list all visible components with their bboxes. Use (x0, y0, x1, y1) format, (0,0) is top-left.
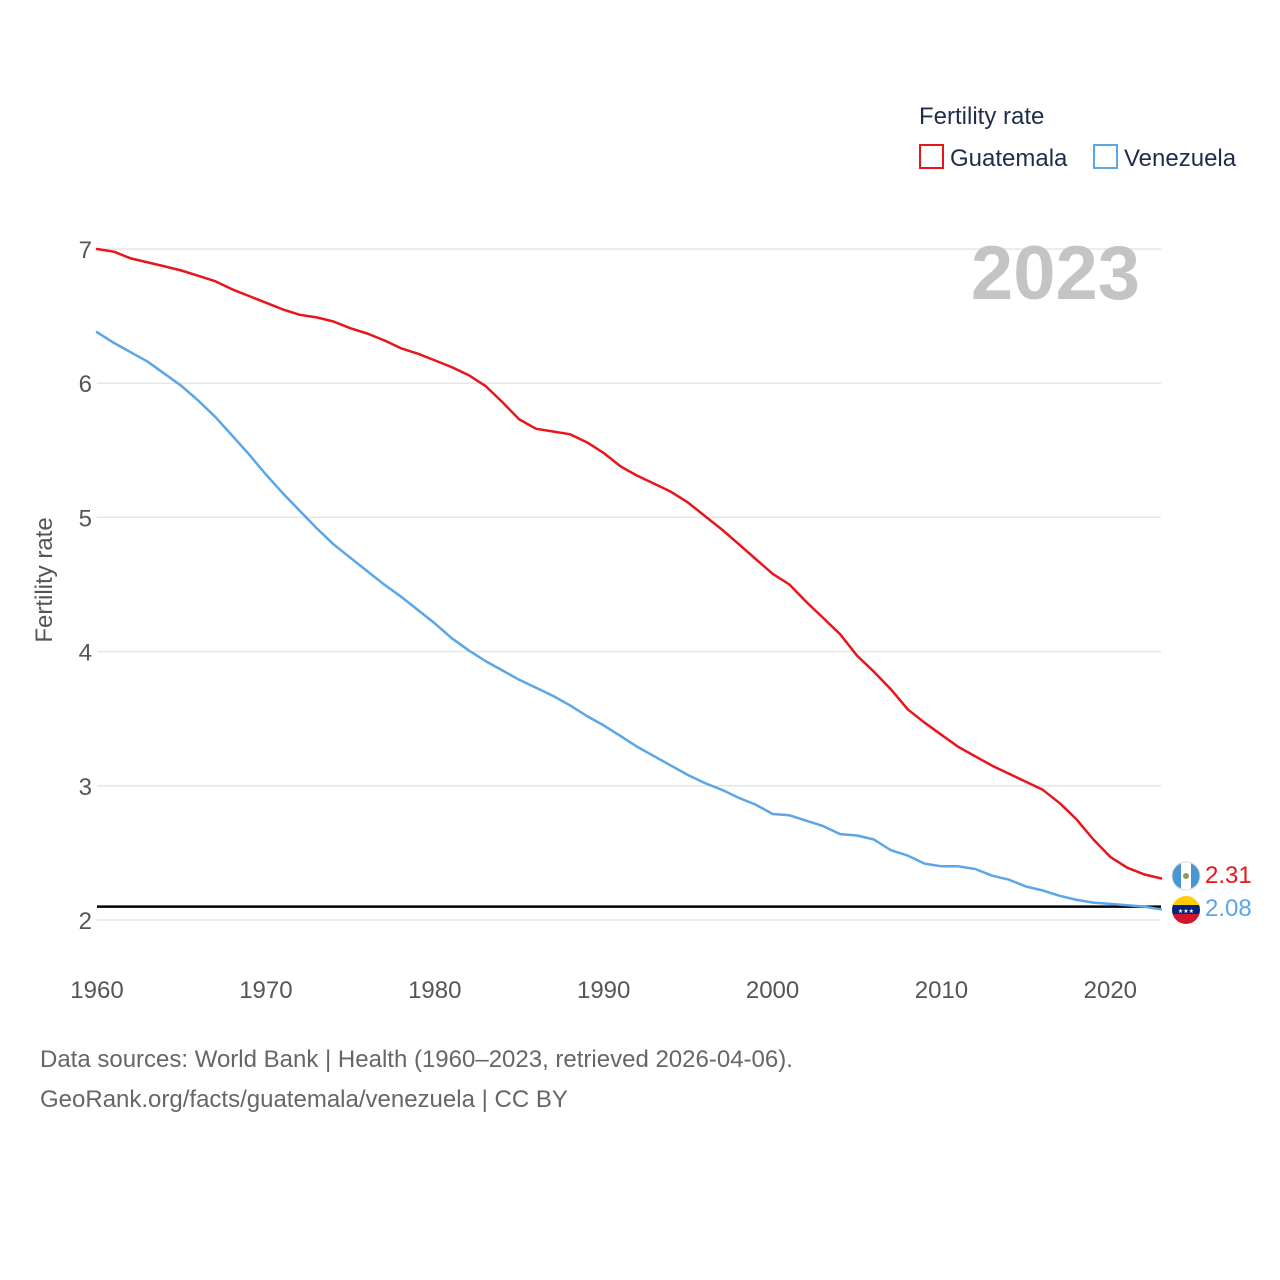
end-label-guatemala: 2.31 (1205, 862, 1252, 889)
x-tick-label-1980: 1980 (408, 977, 461, 1004)
series-lines (95, 247, 1163, 911)
x-tick-label-2000: 2000 (746, 977, 799, 1004)
legend: Fertility rate Guatemala Venezuela (919, 103, 1237, 172)
series-line-venezuela[interactable] (95, 330, 1163, 911)
y-tick-label-2: 2 (79, 908, 92, 935)
legend-swatch-guatemala (919, 144, 944, 169)
y-tick-label-6: 6 (79, 371, 92, 398)
svg-text:★★★: ★★★ (1178, 908, 1194, 915)
footer-link[interactable]: GeoRank.org/facts/guatemala/venezuela | … (40, 1086, 568, 1113)
legend-item-guatemala[interactable]: Guatemala (919, 144, 1068, 172)
x-tick-label-2010: 2010 (915, 977, 968, 1004)
year-stamp: 2023 (971, 231, 1140, 316)
footer: Data sources: World Bank | Health (1960–… (40, 1040, 793, 1120)
legend-swatch-venezuela (1093, 144, 1118, 169)
legend-label-venezuela: Venezuela (1124, 145, 1237, 172)
end-label-venezuela: 2.08 (1205, 895, 1252, 922)
legend-title: Fertility rate (919, 103, 1044, 130)
legend-item-venezuela[interactable]: Venezuela (1093, 144, 1237, 172)
end-markers: ★★★ 2.31 2.08 (1171, 861, 1252, 924)
y-tick-label-5: 5 (79, 505, 92, 532)
x-tick-label-2020: 2020 (1084, 977, 1137, 1004)
footer-sources: Data sources: World Bank | Health (1960–… (40, 1046, 793, 1073)
legend-label-guatemala: Guatemala (950, 145, 1068, 172)
x-tick-label-1960: 1960 (70, 977, 123, 1004)
guatemala-flag-icon (1171, 861, 1201, 891)
y-tick-label-7: 7 (79, 237, 92, 264)
x-tick-label-1970: 1970 (239, 977, 292, 1004)
y-axis-title: Fertility rate (31, 517, 58, 642)
x-tick-label-1990: 1990 (577, 977, 630, 1004)
tick-labels: 2 3 4 5 6 7 1960 1970 1980 1990 2000 2010 2020 (70, 237, 1137, 1004)
y-tick-label-3: 3 (79, 774, 92, 801)
y-tick-label-4: 4 (79, 640, 92, 667)
venezuela-flag-icon: ★★★ (1172, 896, 1200, 924)
series-line-guatemala[interactable] (95, 247, 1163, 880)
gridlines (97, 248, 1161, 921)
